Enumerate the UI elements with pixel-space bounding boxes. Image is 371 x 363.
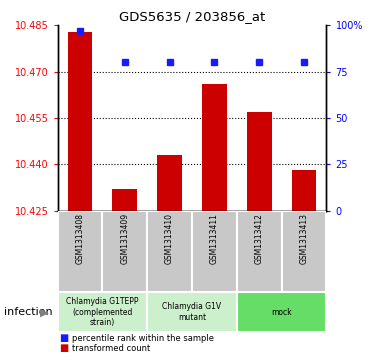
Bar	[237, 211, 282, 292]
Bar	[247, 112, 272, 211]
Bar	[147, 292, 237, 332]
Text: ■: ■	[59, 333, 69, 343]
Text: Chlamydia G1V
mutant: Chlamydia G1V mutant	[162, 302, 221, 322]
Bar	[192, 211, 237, 292]
Bar	[58, 292, 147, 332]
Text: mock: mock	[271, 308, 292, 317]
Bar	[282, 211, 326, 292]
Text: infection: infection	[4, 307, 52, 317]
Bar	[102, 211, 147, 292]
Text: transformed count: transformed count	[72, 344, 151, 353]
Text: GSM1313413: GSM1313413	[299, 213, 309, 264]
Bar	[68, 32, 92, 211]
Bar	[157, 155, 182, 211]
Bar	[237, 292, 326, 332]
Bar	[147, 211, 192, 292]
Bar	[112, 189, 137, 211]
Bar	[202, 84, 227, 211]
Bar	[58, 211, 102, 292]
Text: GSM1313408: GSM1313408	[75, 213, 85, 264]
Text: GSM1313410: GSM1313410	[165, 213, 174, 264]
Text: ▶: ▶	[40, 307, 48, 317]
Text: GSM1313409: GSM1313409	[120, 213, 129, 264]
Bar	[292, 170, 316, 211]
Title: GDS5635 / 203856_at: GDS5635 / 203856_at	[119, 10, 265, 23]
Text: percentile rank within the sample: percentile rank within the sample	[72, 334, 214, 343]
Text: ■: ■	[59, 343, 69, 354]
Text: Chlamydia G1TEPP
(complemented
strain): Chlamydia G1TEPP (complemented strain)	[66, 297, 139, 327]
Text: GSM1313412: GSM1313412	[255, 213, 264, 264]
Text: GSM1313411: GSM1313411	[210, 213, 219, 264]
